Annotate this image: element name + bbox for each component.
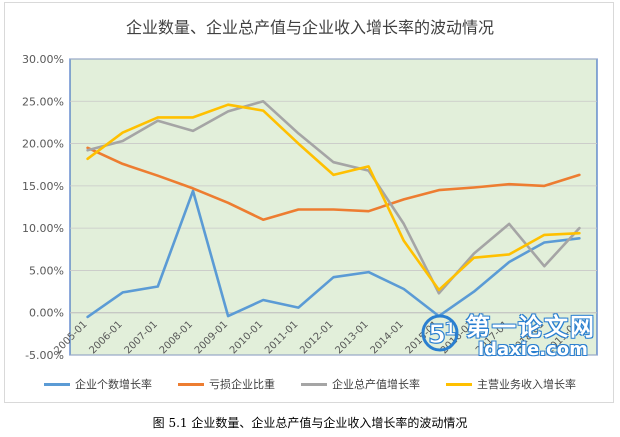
plot-area bbox=[69, 58, 598, 356]
legend-label: 主营业务收入增长率 bbox=[477, 378, 576, 391]
y-tick-label: 0.00% bbox=[29, 307, 64, 320]
legend-item-3: 企业总产值增长率 bbox=[301, 376, 420, 392]
y-tick-label: 30.00% bbox=[22, 53, 64, 66]
legend-swatch bbox=[446, 382, 472, 386]
watermark-logo-icon: 5 1 bbox=[421, 314, 459, 352]
y-tick-label: 10.00% bbox=[22, 222, 64, 235]
legend-label: 企业个数增长率 bbox=[75, 378, 152, 391]
legend-item-2: 亏损企业比重 bbox=[178, 376, 275, 392]
svg-text:5: 5 bbox=[428, 320, 446, 350]
y-tick-label: 25.00% bbox=[22, 95, 64, 108]
legend-label: 亏损企业比重 bbox=[209, 378, 275, 391]
y-tick-label: 15.00% bbox=[22, 180, 64, 193]
watermark-text-en: ldaxie.com bbox=[478, 339, 588, 360]
legend-item-1: 企业个数增长率 bbox=[44, 376, 152, 392]
svg-text:1: 1 bbox=[444, 319, 457, 340]
chart-legend: 企业个数增长率 亏损企业比重 企业总产值增长率 主营业务收入增长率 bbox=[0, 376, 620, 392]
watermark-text-cn: 第一论文网 bbox=[466, 313, 596, 341]
legend-label: 企业总产值增长率 bbox=[332, 378, 420, 391]
legend-item-4: 主营业务收入增长率 bbox=[446, 376, 576, 392]
y-tick-label: -5.00% bbox=[25, 349, 64, 362]
y-tick-label: 20.00% bbox=[22, 138, 64, 151]
chart-title: 企业数量、企业总产值与企业收入增长率的波动情况 bbox=[125, 18, 494, 37]
legend-swatch bbox=[44, 382, 70, 386]
watermark: 5 1 第一论文网 ldaxie.com bbox=[420, 305, 610, 365]
legend-swatch bbox=[301, 382, 327, 386]
legend-swatch bbox=[178, 382, 204, 386]
y-tick-label: 5.00% bbox=[29, 264, 64, 277]
figure-caption: 图 5.1 企业数量、企业总产值与企业收入增长率的波动情况 bbox=[152, 416, 468, 430]
